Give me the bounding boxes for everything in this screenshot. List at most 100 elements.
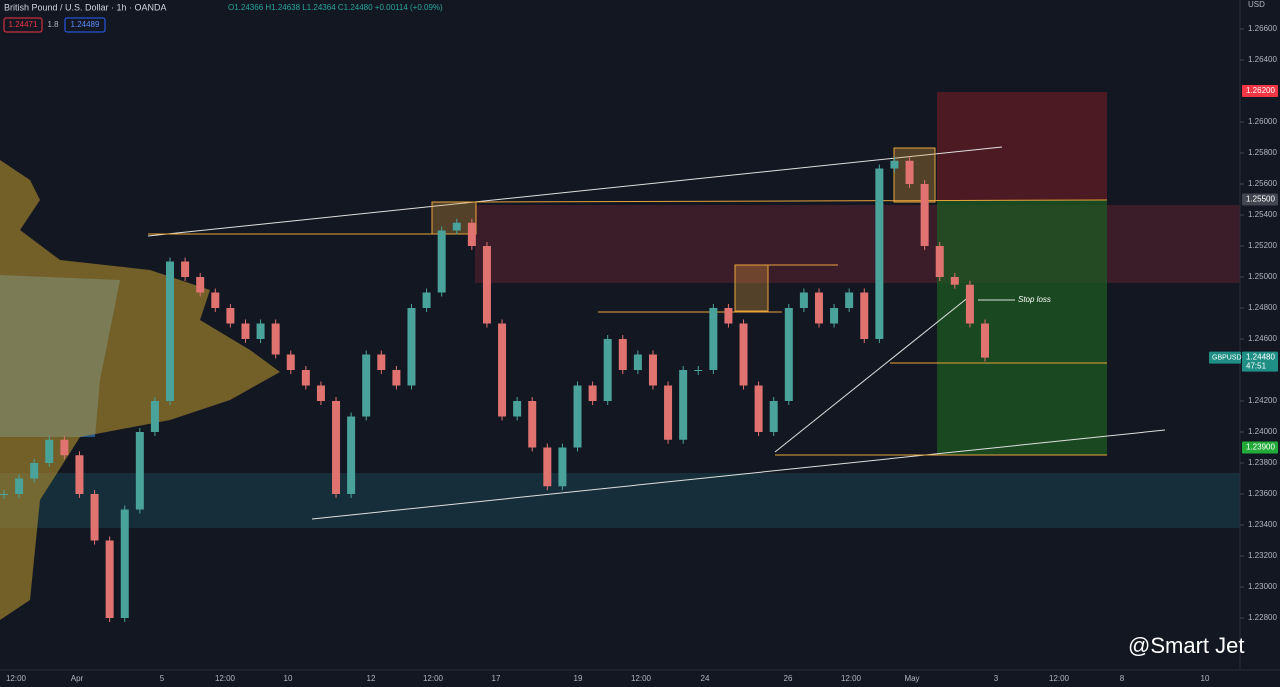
- countdown: 47:51: [1246, 362, 1267, 371]
- candle: [437, 230, 446, 293]
- candle: [60, 439, 69, 456]
- candle: [528, 401, 537, 448]
- candle: [664, 385, 673, 440]
- x-tick-label: May: [904, 674, 919, 683]
- candle: [724, 308, 733, 324]
- spread: 1.8: [47, 20, 59, 29]
- y-tick-label: 1.24000: [1248, 427, 1277, 436]
- candle: [739, 323, 748, 386]
- candle: [498, 323, 507, 417]
- candle: [784, 308, 793, 401]
- y-tick-label: 1.23600: [1248, 489, 1277, 498]
- x-tick-label: Apr: [71, 674, 84, 683]
- x-tick-label: 5: [160, 674, 165, 683]
- y-tick-label: 1.23200: [1248, 551, 1277, 560]
- candle: [271, 323, 280, 355]
- candle: [362, 354, 371, 417]
- rising-line: [774, 295, 971, 453]
- x-tick-label: 12:00: [841, 674, 862, 683]
- demand-zone: [0, 473, 1240, 528]
- candle: [120, 509, 129, 618]
- price-label: 1.23900: [1246, 443, 1275, 452]
- candle: [392, 370, 401, 386]
- channel-top: [147, 146, 1003, 237]
- candle: [588, 385, 597, 401]
- y-tick-label: 1.25800: [1248, 148, 1277, 157]
- candle: [196, 277, 205, 293]
- candle: [694, 370, 703, 371]
- candle: [407, 308, 416, 386]
- candle: [422, 292, 431, 308]
- y-tick-label: 1.26600: [1248, 24, 1277, 33]
- x-tick-label: 19: [574, 674, 583, 683]
- price-label: 1.24480: [1246, 353, 1275, 362]
- candles: [0, 156, 989, 622]
- candle: [30, 463, 39, 479]
- currency[interactable]: USD: [1248, 0, 1265, 9]
- candle: [965, 284, 974, 324]
- axes: 1.26600 1.26400 1.26000 1.25800 1.25600 1.254…: [6, 24, 1278, 683]
- ohlc: O1.24366 H1.24638 L1.24364 C1.24480 +0.0…: [228, 3, 443, 12]
- x-tick-label: 12:00: [6, 674, 27, 683]
- candle: [905, 160, 914, 184]
- candle: [935, 246, 944, 277]
- candle: [15, 478, 24, 494]
- candle: [543, 447, 552, 487]
- candle: [875, 168, 884, 339]
- y-tick-label: 1.24800: [1248, 303, 1277, 312]
- x-tick-label: 26: [784, 674, 793, 683]
- candle: [860, 292, 869, 339]
- candle: [150, 401, 159, 432]
- profile-yellow: [0, 160, 280, 620]
- price-label-bg: [1242, 441, 1278, 454]
- price-label: 1.26200: [1246, 86, 1275, 95]
- price-label-bg: [1242, 193, 1278, 206]
- x-tick-label: 8: [1120, 674, 1125, 683]
- sell-price[interactable]: 1.24471: [9, 20, 38, 29]
- y-tick-label: 1.24600: [1248, 334, 1277, 343]
- candle: [573, 385, 582, 448]
- candle: [211, 292, 220, 308]
- x-tick-label: 10: [1201, 674, 1210, 683]
- risk-box: [937, 92, 1107, 200]
- buy-price[interactable]: 1.24489: [71, 20, 100, 29]
- price-label-bg: [1242, 85, 1278, 97]
- reward-box: [937, 200, 1107, 455]
- candle: [830, 308, 839, 324]
- y-tick-label: 1.24200: [1248, 396, 1277, 405]
- candle: [709, 308, 718, 370]
- level: [474, 199, 1108, 203]
- candle: [45, 439, 54, 463]
- x-tick-label: 24: [701, 674, 710, 683]
- candle: [0, 494, 8, 495]
- x-tick-label: 12:00: [215, 674, 236, 683]
- candle: [226, 308, 235, 324]
- candle: [301, 370, 310, 386]
- x-tick-label: 17: [492, 674, 501, 683]
- x-tick-label: 12:00: [631, 674, 652, 683]
- buy-box[interactable]: [64, 17, 106, 33]
- highlight-box: [893, 147, 936, 203]
- x-tick-label: 10: [284, 674, 293, 683]
- candle: [452, 222, 461, 231]
- candle: [286, 354, 295, 370]
- y-tick-label: 1.25200: [1248, 241, 1277, 250]
- candle: [633, 354, 642, 370]
- candle: [256, 323, 265, 339]
- candle: [482, 246, 491, 324]
- x-tick-label: 12:00: [1049, 674, 1070, 683]
- zones: [0, 92, 1240, 528]
- candle: [166, 261, 175, 401]
- sell-box[interactable]: [3, 17, 43, 33]
- candle: [920, 184, 929, 246]
- candle: [814, 292, 823, 324]
- volume-profile: [0, 160, 280, 620]
- candle: [377, 354, 386, 370]
- candle: [513, 401, 522, 417]
- candle: [890, 160, 899, 169]
- y-tick-label: 1.25000: [1248, 272, 1277, 281]
- y-tick-label: 1.26400: [1248, 55, 1277, 64]
- symbol-label: GBPUSD: [1212, 354, 1242, 361]
- supply-zone: [475, 205, 1240, 283]
